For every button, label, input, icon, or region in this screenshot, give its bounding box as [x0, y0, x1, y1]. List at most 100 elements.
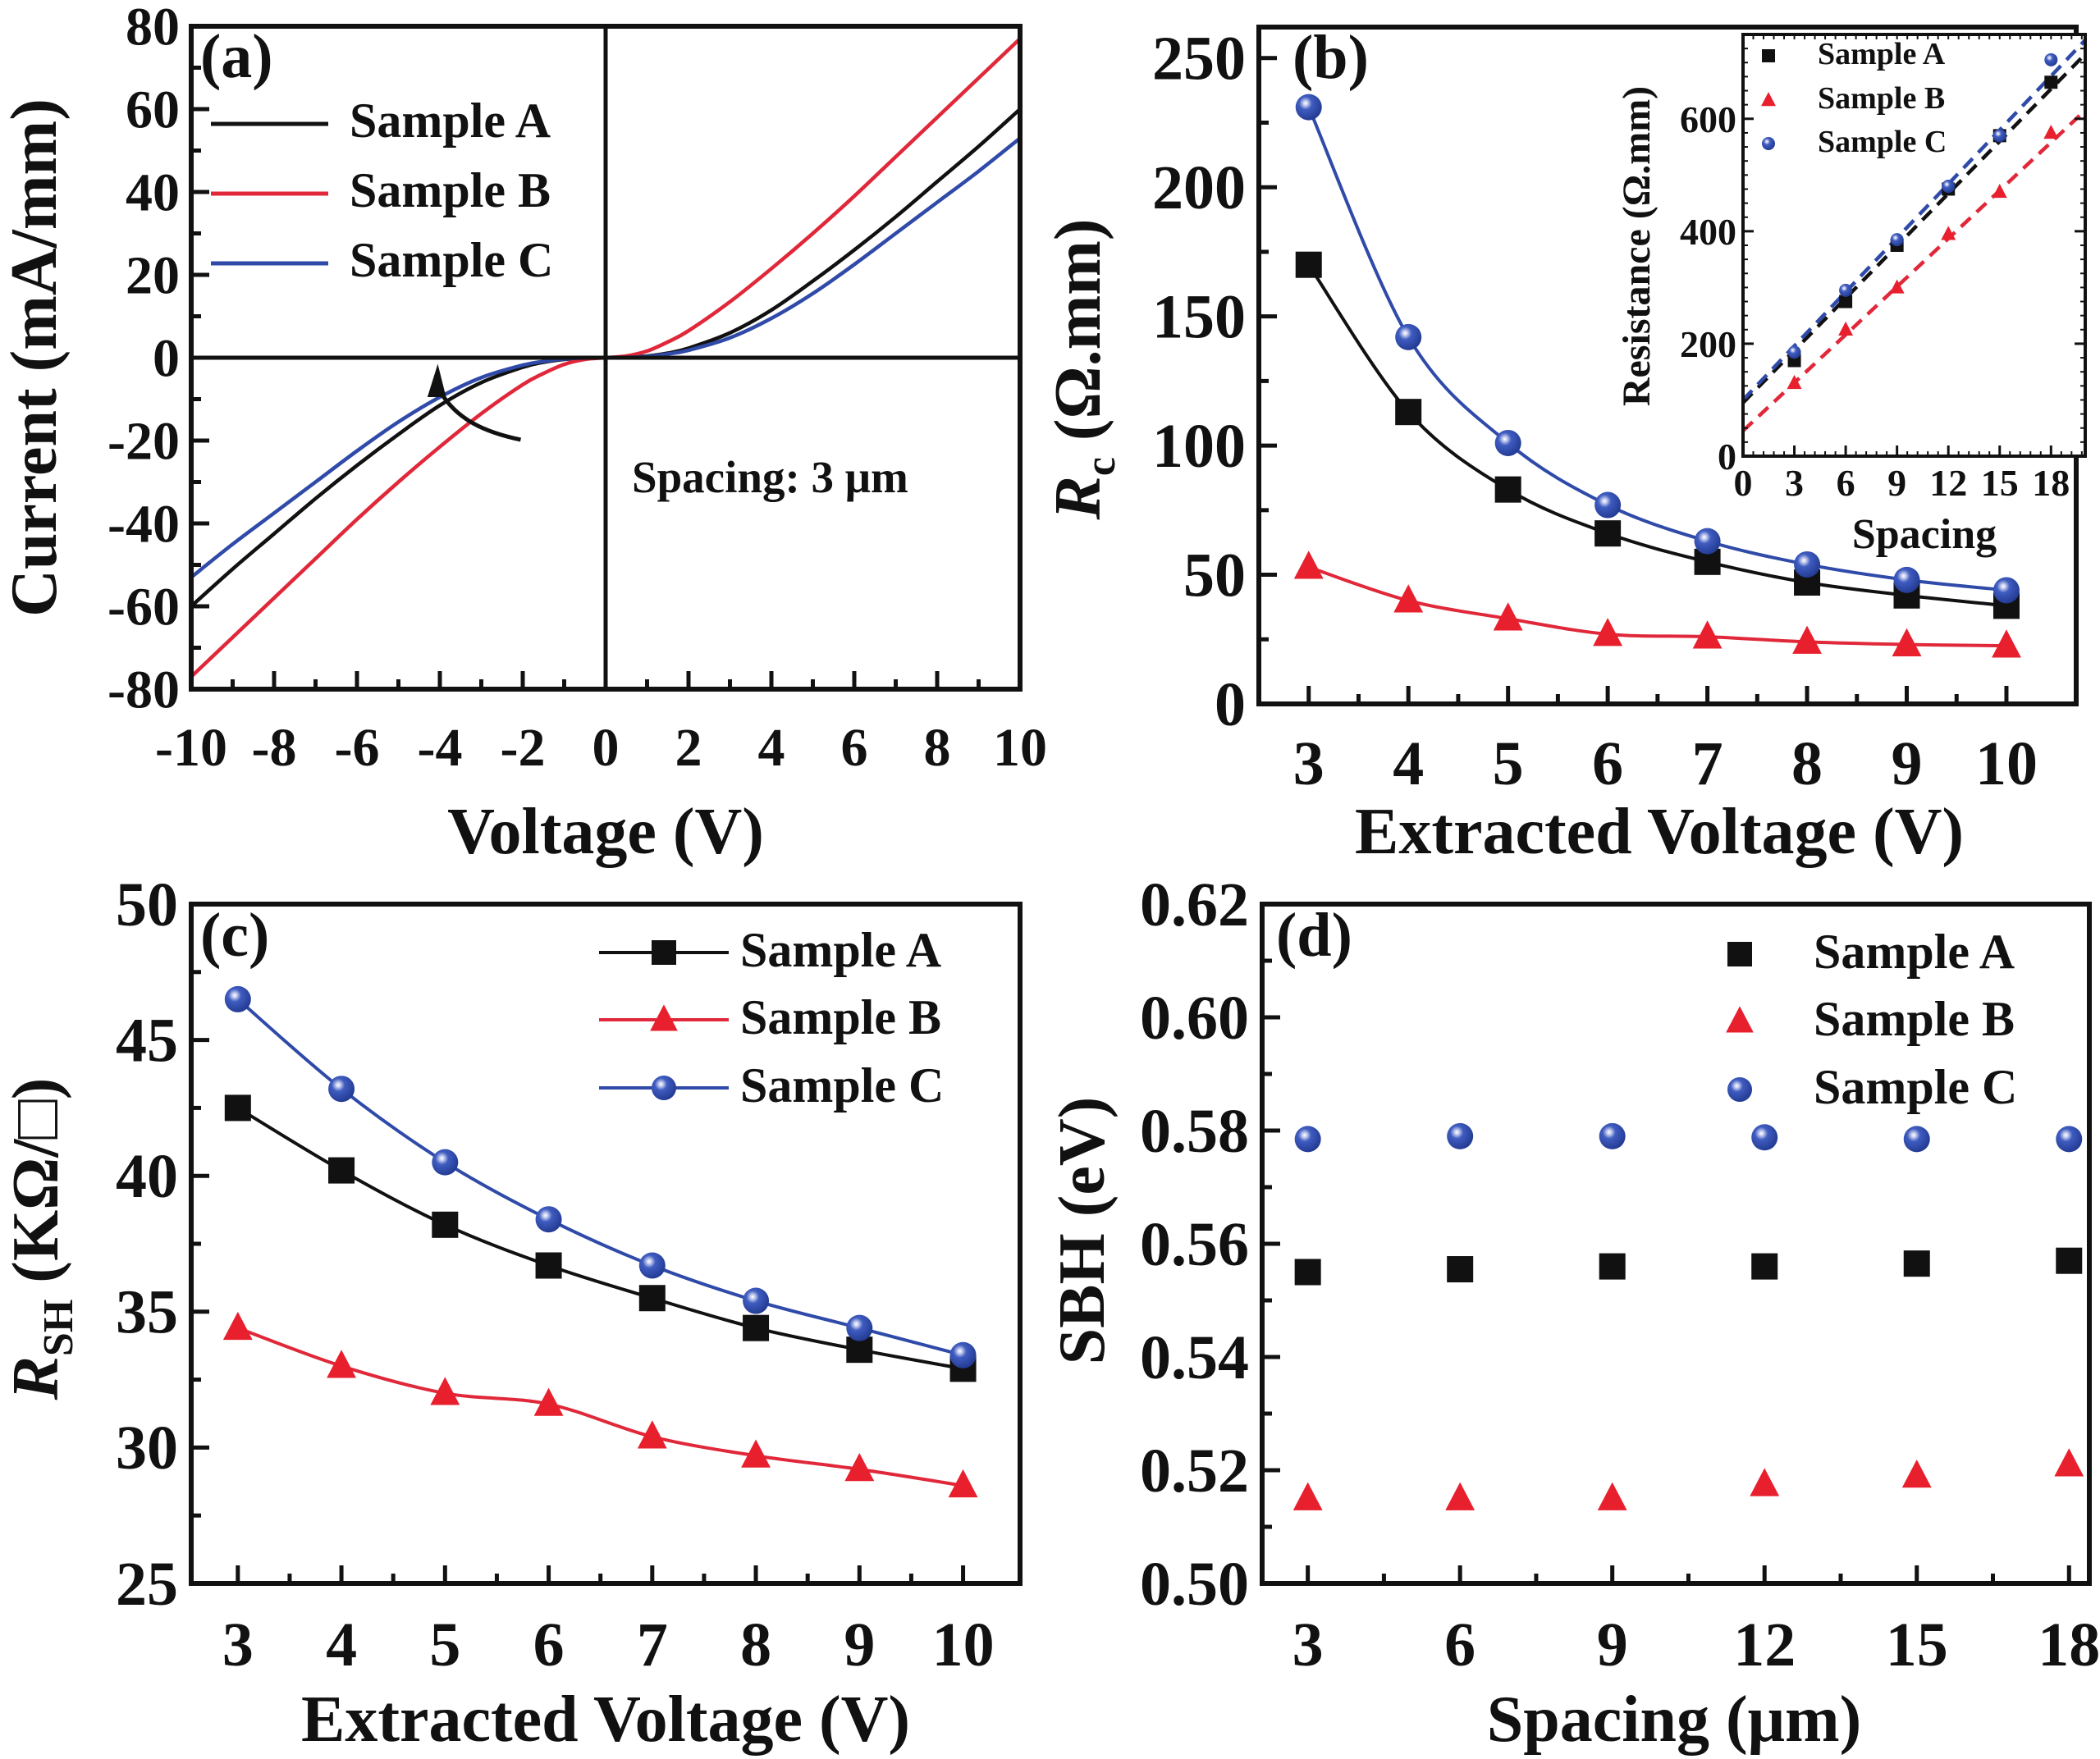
data-point-sample-c — [2056, 1126, 2083, 1153]
data-point-sample-c — [1594, 491, 1622, 519]
data-point-sample-a — [638, 1285, 666, 1312]
x-tick-label: -8 — [252, 718, 297, 778]
data-point-sample-b — [1493, 602, 1523, 631]
y-axis-label: Current (mA/mm) — [0, 98, 71, 617]
data-point-sample-a — [535, 1252, 562, 1279]
inset-x-tick-label: 12 — [1929, 462, 1967, 504]
inset-data-point-sample-c — [1942, 180, 1956, 194]
x-tick-label: 9 — [1597, 1611, 1628, 1679]
inset-data-point-sample-c — [1992, 129, 2006, 143]
inset-data-point-sample-c — [1839, 283, 1853, 297]
data-point-sample-b — [2054, 1448, 2084, 1477]
y-tick-label: 0.50 — [1140, 1550, 1249, 1619]
x-tick-label: 4 — [758, 718, 785, 778]
panel-label: (d) — [1276, 901, 1352, 970]
data-point-sample-b — [741, 1439, 771, 1468]
data-point-sample-b — [1892, 628, 1922, 656]
inset-legend-marker — [1761, 92, 1776, 107]
y-tick-label: -40 — [108, 494, 180, 554]
x-tick-label: 6 — [1444, 1611, 1475, 1679]
fit-line-sample-c — [1741, 39, 2087, 402]
inset-data-point-sample-a — [2044, 75, 2058, 89]
y-axis-label: RSH (KΩ/□) — [0, 1078, 82, 1401]
x-tick-label: 8 — [924, 718, 951, 778]
inset-x-axis-label: Spacing — [1852, 511, 1997, 558]
x-tick-label: 8 — [740, 1611, 771, 1679]
inset-data-point-sample-b — [1889, 279, 1905, 294]
legend-marker — [1726, 1006, 1754, 1033]
legend-marker — [652, 940, 676, 965]
inset-legend-label: Sample C — [1818, 125, 1947, 159]
arrow-head-icon — [427, 363, 446, 397]
y-tick-label: 60 — [126, 80, 180, 139]
x-tick-label: 5 — [429, 1611, 460, 1679]
data-point-sample-a — [1599, 1253, 1626, 1280]
legend-label: Sample B — [1814, 992, 2015, 1046]
y-tick-label: 250 — [1152, 25, 1246, 94]
y-tick-label: 30 — [116, 1414, 178, 1483]
legend-label: Sample C — [350, 233, 553, 287]
x-tick-label: 6 — [533, 1611, 565, 1679]
fit-line-sample-b — [1741, 108, 2087, 432]
x-tick-label: 10 — [1975, 729, 2038, 798]
legend-marker — [652, 1076, 676, 1100]
data-point-sample-a — [2056, 1247, 2083, 1274]
x-tick-label: -2 — [501, 718, 546, 778]
inset-x-tick-label: 0 — [1734, 462, 1753, 504]
x-tick-label: 3 — [1292, 1611, 1324, 1679]
data-point-sample-b — [1445, 1482, 1475, 1510]
y-tick-label: 0.60 — [1140, 984, 1249, 1053]
y-tick-label: 80 — [126, 0, 180, 57]
inset-x-tick-label: 15 — [1981, 462, 2019, 504]
data-point-sample-a — [1903, 1250, 1930, 1277]
data-point-sample-a — [224, 1094, 251, 1122]
panel-label: (a) — [200, 22, 273, 91]
data-point-sample-c — [1494, 429, 1521, 456]
x-tick-label: 9 — [844, 1611, 875, 1679]
series-line-sample-b — [237, 1326, 963, 1487]
x-axis-label: Voltage (V) — [447, 796, 764, 868]
inset-y-tick-label: 0 — [1718, 436, 1736, 477]
data-point-sample-a — [432, 1211, 459, 1238]
data-point-sample-c — [1294, 1126, 1321, 1153]
y-tick-label: 0.52 — [1140, 1437, 1249, 1505]
data-point-sample-c — [1295, 94, 1322, 121]
x-tick-label: 3 — [1293, 729, 1325, 798]
data-point-sample-a — [1494, 476, 1521, 503]
inset-y-axis-label: Resistance (Ω.mm) — [1615, 86, 1658, 406]
y-tick-label: -80 — [108, 660, 180, 720]
inset-data-point-sample-c — [1787, 345, 1801, 359]
series-line-sample-b — [1308, 565, 2007, 648]
x-tick-label: 5 — [1493, 729, 1524, 798]
y-tick-label: 40 — [126, 162, 180, 222]
x-tick-label: 10 — [932, 1611, 995, 1679]
data-point-sample-b — [1293, 551, 1324, 579]
legend-label: Sample B — [740, 990, 941, 1044]
x-tick-label: 7 — [1692, 729, 1723, 798]
x-axis-label: Spacing (μm) — [1487, 1684, 1861, 1756]
data-point-sample-b — [327, 1350, 356, 1378]
data-point-sample-c — [1599, 1122, 1626, 1149]
data-point-sample-b — [1597, 1482, 1627, 1510]
y-tick-label: 0.54 — [1140, 1323, 1249, 1392]
data-point-sample-c — [1794, 551, 1821, 578]
x-tick-label: 15 — [1886, 1611, 1948, 1679]
y-tick-label: 25 — [116, 1550, 178, 1619]
data-point-sample-b — [637, 1420, 667, 1449]
y-tick-label: 0 — [153, 328, 180, 388]
inset-data-point-sample-c — [2044, 53, 2058, 66]
y-tick-label: 100 — [1152, 412, 1246, 481]
x-tick-label: 7 — [637, 1611, 668, 1679]
legend-marker — [1727, 942, 1752, 966]
legend-label: Sample A — [350, 94, 551, 148]
legend-label: Sample C — [740, 1058, 944, 1113]
data-point-sample-b — [1593, 618, 1623, 646]
inset-y-tick-label: 200 — [1680, 323, 1736, 365]
data-point-sample-c — [846, 1314, 873, 1341]
x-tick-label: -6 — [335, 718, 380, 778]
y-tick-label: 200 — [1152, 153, 1246, 222]
data-point-sample-a — [1294, 1259, 1321, 1286]
x-tick-label: 3 — [222, 1611, 254, 1679]
data-point-sample-c — [949, 1341, 977, 1368]
